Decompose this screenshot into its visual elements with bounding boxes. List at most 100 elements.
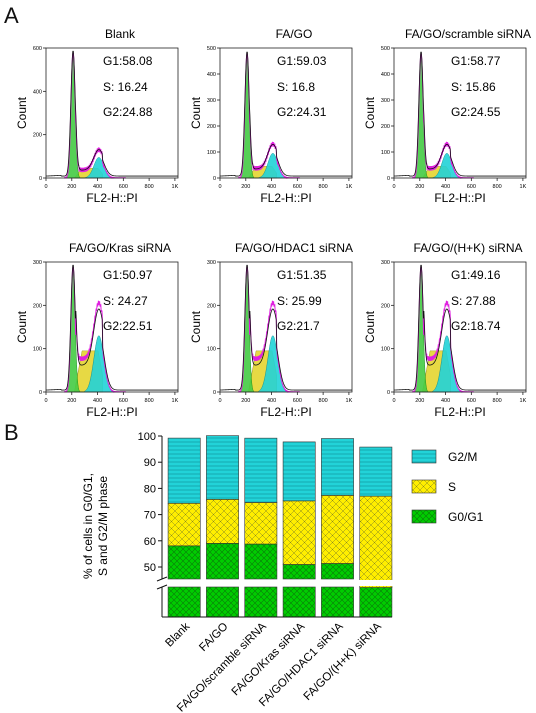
bar-segment-g0g1 [359,586,393,618]
legend-label: S [448,480,456,494]
y-tick-label: 0 [387,176,390,182]
x-tick-label: 600 [293,184,302,190]
x-tick-label: 0 [392,398,395,404]
s-percentage: S: 27.88 [451,294,496,308]
g1-percentage: G1:50.97 [103,268,153,282]
g1-percentage: G1:58.77 [451,54,501,68]
fit-curve [393,51,526,177]
histogram-title: Blank [105,27,136,41]
x-tick-label: 400 [441,184,450,190]
y-axis-label: Count [189,96,203,129]
bar-segment-g0g1 [244,543,278,580]
y-tick-label: 300 [381,98,390,104]
s-percentage: S: 16.24 [103,80,148,94]
legend-swatch [411,479,437,494]
x-axis-label: FL2-H::PI [260,191,311,205]
x-tick-label: 400 [93,184,102,190]
bar-segment-g2m [321,438,354,496]
y-tick-label: 0 [213,390,216,396]
y-tick-label: 200 [33,303,42,309]
y-axis-label: Count [15,310,29,343]
y-tick-label: 300 [33,260,42,266]
histogram-title: FA/GO/Kras siRNA [69,241,171,255]
histogram-title: FA/GO/HDAC1 siRNA [235,241,353,255]
category-label: FA/GO [197,621,230,654]
x-tick-label: 0 [218,184,221,190]
x-tick-label: 200 [67,184,76,190]
y-tick-label: 100 [33,347,42,353]
g2-percentage: G2:24.88 [103,105,153,119]
fit-curve [219,51,352,177]
bar-segment-g0g1 [321,586,354,618]
x-tick-label: 600 [293,398,302,404]
x-tick-label: 1K [346,184,353,190]
histogram-panel: 500 400 300 200 100 00 200 400 600 800 1K FA/GO FL2-… [189,27,353,205]
y-tick-label: 0 [213,176,216,182]
x-tick-label: 600 [119,398,128,404]
g2-percentage: G2:21.7 [277,319,320,333]
x-tick-label: 600 [119,184,128,190]
x-axis-label: FL2-H::PI [434,405,485,419]
bar-segment-g2m [282,441,316,502]
x-axis-label: FL2-H::PI [260,405,311,419]
x-axis-label: FL2-H::PI [434,191,485,205]
legend-swatch [411,449,437,464]
bar-segment-g2m [244,437,278,503]
histogram-panel: 300 200 100 00 200 400 600 800 1K FA/GO/HDAC1 siR… [189,241,353,419]
s-percentage: S: 25.99 [277,294,322,308]
x-tick-label: 200 [415,184,424,190]
y-axis-label: Count [363,96,377,129]
y-tick-label: 100 [207,150,216,156]
x-tick-label: 1K [172,398,179,404]
axis-break-mark [156,584,168,590]
x-tick-label: 1K [520,398,527,404]
x-tick-label: 200 [241,398,250,404]
y-tick-label: 100 [138,431,156,443]
x-tick-label: 200 [67,398,76,404]
histogram-frame [45,261,179,393]
s-percentage: S: 24.27 [103,294,148,308]
x-tick-label: 200 [415,398,424,404]
y-tick-label: 70 [144,510,156,522]
x-axis-label: FL2-H::PI [86,405,137,419]
bar-segment-g0g1 [167,545,201,580]
x-tick-label: 0 [392,184,395,190]
y-tick-label: 500 [207,46,216,52]
y-tick-label: 300 [381,260,390,266]
g1-percentage: G1:51.35 [277,268,327,282]
y-tick-label: 100 [381,150,390,156]
legend-swatch [411,509,437,524]
x-tick-label: 600 [467,184,476,190]
y-tick-label: 400 [381,72,390,78]
x-tick-label: 800 [493,184,502,190]
x-axis-label: FL2-H::PI [86,191,137,205]
y-axis-label: Count [15,96,29,129]
y-tick-label: 300 [207,260,216,266]
category-label: FA/GO/(H+K) siRNA [302,620,385,703]
fit-curve [45,50,178,177]
histogram-panel: 300 200 100 00 200 400 600 800 1K FA/GO/(H+K) siR… [363,241,527,419]
bar-segment-g0g1 [206,586,239,618]
bar-segment-g0g1 [167,586,201,618]
panel-label-b: B [4,420,19,445]
y-tick-label: 90 [144,457,156,469]
legend-label: G2/M [448,450,477,464]
y-tick-label: 100 [207,347,216,353]
y-tick-label: 600 [33,46,42,52]
histogram-frame [219,47,353,179]
histogram-title: FA/GO/(H+K) siRNA [413,241,522,255]
fit-curve [393,264,526,391]
bar-segment-s [167,502,201,547]
x-tick-label: 1K [520,184,527,190]
g1-percentage: G1:58.08 [103,54,153,68]
fit-curve [219,264,352,391]
histogram-panel: 500 400 300 200 100 00 200 400 600 800 1K FA/GO/scr… [363,27,531,205]
y-tick-label: 200 [33,133,42,139]
axis-break-gap [156,580,394,586]
y-tick-label: 200 [381,124,390,130]
x-tick-label: 400 [93,398,102,404]
fit-curve [45,264,178,391]
axis-break-mark [156,576,168,582]
y-axis-label: Count [189,310,203,343]
